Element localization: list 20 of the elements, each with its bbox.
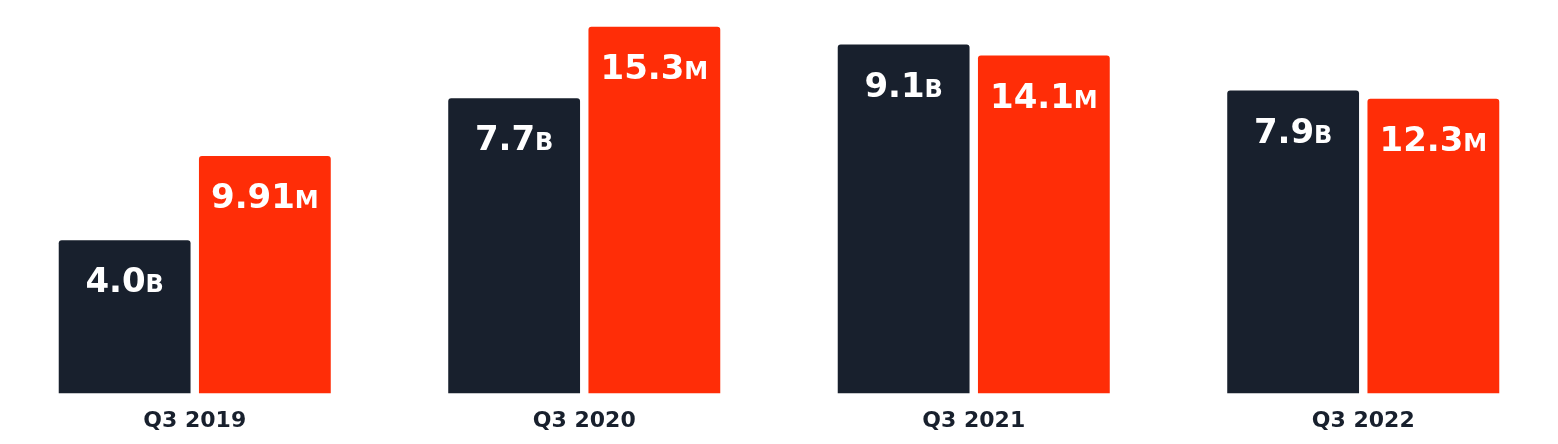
data-label: 7.7B [474,118,554,159]
bar [977,55,1110,394]
bar [448,98,581,394]
data-label: 12.3M [1379,118,1488,159]
x-tick-label: Q3 2019 [143,406,247,432]
data-label: 4.0B [85,260,164,301]
bar [588,26,721,394]
bar [837,44,970,394]
x-tick-label: Q3 2022 [1311,406,1415,432]
data-label: 7.9B [1253,110,1333,151]
bar [58,240,191,394]
data-label: 9.1B [864,64,943,105]
x-tick-label: Q3 2021 [922,406,1026,432]
bar [1367,98,1500,394]
data-label: 14.1M [989,75,1098,116]
bar [1227,90,1360,394]
bar [198,156,331,394]
data-label: 9.91M [210,176,319,217]
data-label: 15.3M [600,46,709,87]
x-tick-label: Q3 2020 [532,406,636,432]
